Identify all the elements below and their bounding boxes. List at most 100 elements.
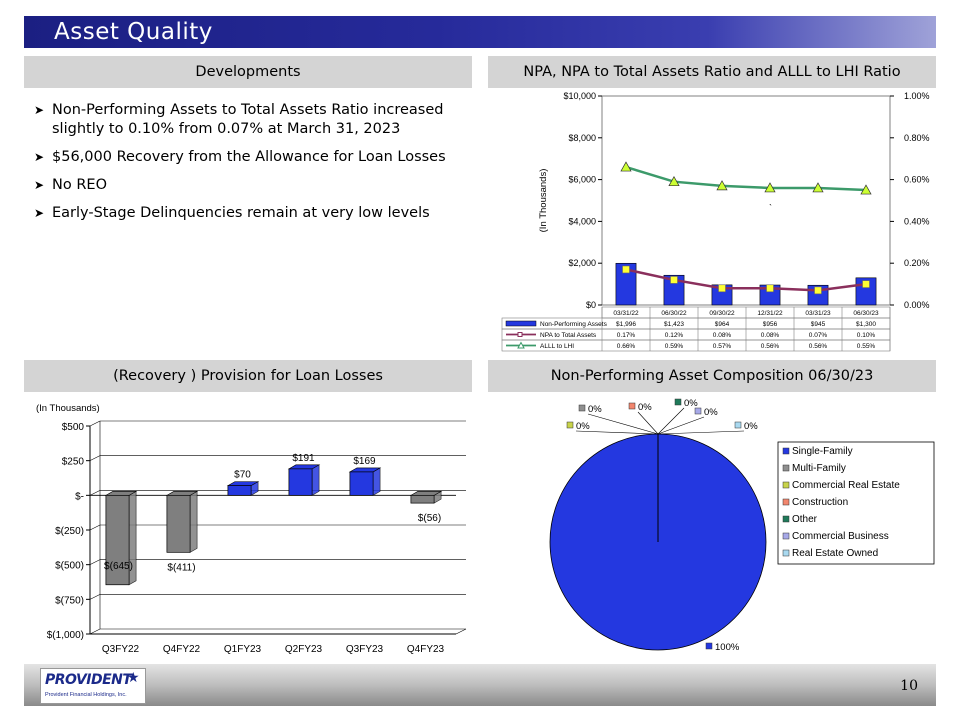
leader-line (657, 416, 705, 435)
table-value: 0.17% (617, 332, 636, 339)
table-value: 0.10% (857, 332, 876, 339)
arrow-bullet-icon: ➤ (34, 103, 45, 117)
bar (615, 262, 637, 306)
label-swatch (734, 421, 742, 429)
label-swatch (705, 642, 713, 650)
x-tick-label: 03/31/22 (613, 310, 639, 317)
data-label: $70 (234, 470, 251, 481)
data-label: 100% (715, 642, 740, 653)
table-value: $956 (763, 321, 778, 328)
page-title: Asset Quality (54, 19, 213, 45)
legend-label: Commercial Business (792, 531, 889, 542)
table-value: $1,423 (664, 321, 684, 328)
plot-area (601, 95, 891, 306)
composition-pie-chart: 100% 0% 0% 0% 0% 0% 0% Single-Family Multi-Famil… (549, 398, 935, 653)
grid-line (89, 490, 101, 496)
x-tick-label: Q2FY23 (285, 644, 323, 655)
y-tick-label: $0 (586, 300, 596, 310)
y2-tick-label: 1.00% (904, 91, 930, 101)
legend-swatch (782, 532, 790, 540)
data-label: $191 (292, 453, 315, 464)
x-tick-label: 06/30/22 (661, 310, 687, 317)
grid-line (89, 420, 101, 427)
y2-tick-label: 0.40% (904, 216, 930, 226)
data-point (764, 182, 776, 193)
data-label: 0% (704, 407, 718, 418)
label-swatch (674, 398, 682, 406)
legend-swatch (505, 320, 537, 327)
x-tick-label: Q3FY22 (102, 644, 140, 655)
y2-tick-label: 0.60% (904, 175, 930, 185)
table-value: 0.08% (713, 332, 732, 339)
leader-line (637, 411, 659, 435)
title-bar: Asset Quality (24, 16, 936, 48)
legend-swatch (782, 464, 790, 472)
floor-edge (455, 628, 467, 635)
legend-label: Commercial Real Estate (792, 480, 900, 491)
legend-marker (517, 341, 525, 349)
grid-line (89, 594, 101, 600)
table-value: $964 (715, 321, 730, 328)
developments-header: Developments (24, 56, 472, 88)
table-row (501, 339, 891, 352)
legend-swatch (782, 515, 790, 523)
bullet-item: ➤ No REO (34, 177, 107, 193)
bar (105, 494, 130, 586)
legend-label: Real Estate Owned (792, 548, 878, 559)
arrow-bullet-icon: ➤ (34, 206, 45, 220)
grid-line (89, 628, 101, 635)
y-tick-label: $6,000 (568, 175, 596, 185)
bullet-item: ➤ $56,000 Recovery from the Allowance for… (34, 149, 446, 165)
arrow-bullet-icon: ➤ (34, 178, 45, 192)
page-number: 10 (900, 678, 918, 694)
data-point (622, 265, 630, 274)
series-line (625, 268, 867, 292)
bullet-item: ➤ Early-Stage Delinquencies remain at ver… (34, 205, 430, 221)
x-tick-label: 03/31/23 (805, 310, 831, 317)
label-swatch (566, 421, 574, 429)
composition-chart-header: Non-Performing Asset Composition 06/30/2… (488, 360, 936, 392)
developments-list: ➤ Non-Performing Assets to Total Assets R… (34, 101, 464, 232)
data-point (814, 286, 822, 295)
plot-area (90, 421, 466, 634)
label-swatch (694, 407, 702, 415)
y-tick-label: $250 (62, 457, 85, 468)
provident-logo: PROVIDENT ★ Provident Financial Holdings… (40, 668, 146, 704)
bar (288, 468, 313, 496)
data-label: $169 (353, 456, 376, 467)
legend-label: ALLL to LHI (540, 343, 574, 350)
y-axis-label: (In Thousands) (36, 403, 100, 414)
x-tick-label: Q3FY23 (346, 644, 384, 655)
x-tick-label: 09/30/22 (709, 310, 735, 317)
legend-swatch (782, 481, 790, 489)
data-label: 0% (588, 404, 602, 415)
label-swatch (578, 404, 586, 412)
legend-label: NPA to Total Assets (540, 332, 597, 339)
y-tick-label: $8,000 (568, 133, 596, 143)
y-tick-label: $4,000 (568, 216, 596, 226)
bullet-item: ➤ Non-Performing Assets to Total Assets R… (34, 102, 444, 137)
table-value: 0.59% (665, 343, 684, 350)
provision-chart-header: (Recovery ) Provision for Loan Losses (24, 360, 472, 392)
y2-tick-label: 0.80% (904, 133, 930, 143)
data-label: $(645) (104, 561, 133, 572)
table-value: 0.56% (761, 343, 780, 350)
legend-box (777, 441, 935, 565)
leader-line (657, 430, 745, 435)
y-tick-label: $(750) (55, 595, 84, 606)
table-value: 0.55% (857, 343, 876, 350)
y-tick-label: $(250) (55, 526, 84, 537)
data-label: 0% (638, 402, 652, 413)
table-value: 0.08% (761, 332, 780, 339)
chart-annotation: ` (769, 203, 772, 213)
legend-swatch (782, 549, 790, 557)
y-tick-label: $2,000 (568, 258, 596, 268)
legend-marker (517, 332, 523, 337)
y-tick-label: $10,000 (563, 91, 596, 101)
bar (410, 494, 435, 504)
x-tick-label: Q1FY23 (224, 644, 262, 655)
legend-label: Non-Performing Assets (540, 321, 608, 328)
y2-tick-label: 0.20% (904, 258, 930, 268)
legend-label: Other (792, 514, 818, 525)
legend-label: Construction (792, 497, 848, 508)
